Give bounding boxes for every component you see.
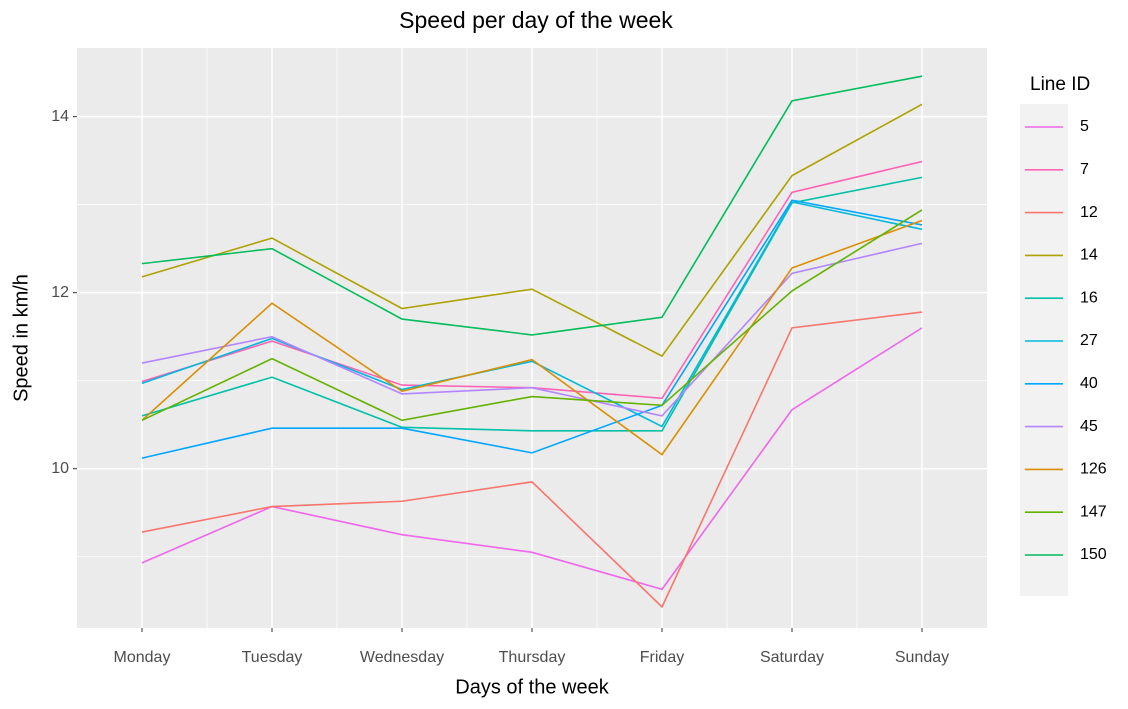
y-tick-label: 12 — [51, 284, 69, 301]
y-tick-label: 14 — [51, 108, 69, 125]
line — [141, 219, 923, 456]
legend-label: 147 — [1080, 503, 1107, 520]
line — [141, 103, 923, 358]
line — [141, 201, 923, 428]
legend-label: 7 — [1080, 161, 1089, 178]
line — [141, 242, 923, 417]
legend-label: 27 — [1080, 332, 1098, 349]
x-axis-title: Days of the week — [455, 676, 609, 698]
legend-title: Line ID — [1030, 74, 1090, 95]
x-tick-label: Saturday — [760, 649, 824, 666]
legend-label: 12 — [1080, 204, 1098, 221]
legend-label: 16 — [1080, 289, 1098, 306]
x-tick-label: Friday — [640, 649, 684, 666]
line — [141, 199, 923, 459]
x-tick-label: Wednesday — [360, 649, 444, 666]
legend-label: 45 — [1080, 418, 1098, 435]
x-tick-label: Sunday — [895, 649, 949, 666]
legend-label: 150 — [1080, 546, 1107, 563]
legend-label: 14 — [1080, 247, 1098, 264]
x-tick-label: Tuesday — [242, 649, 303, 666]
y-axis-title: Speed in km/h — [10, 274, 32, 402]
legend-keys-bg — [1020, 104, 1068, 596]
x-tick-label: Monday — [114, 649, 171, 666]
y-tick-label: 10 — [51, 460, 69, 477]
legend-label: 40 — [1080, 375, 1098, 392]
chart-title: Speed per day of the week — [399, 7, 673, 33]
legend-label: 126 — [1080, 461, 1107, 478]
line — [141, 209, 923, 422]
legend-label: 5 — [1080, 118, 1089, 135]
line — [141, 75, 923, 336]
line — [141, 311, 923, 609]
x-tick-label: Thursday — [499, 649, 566, 666]
